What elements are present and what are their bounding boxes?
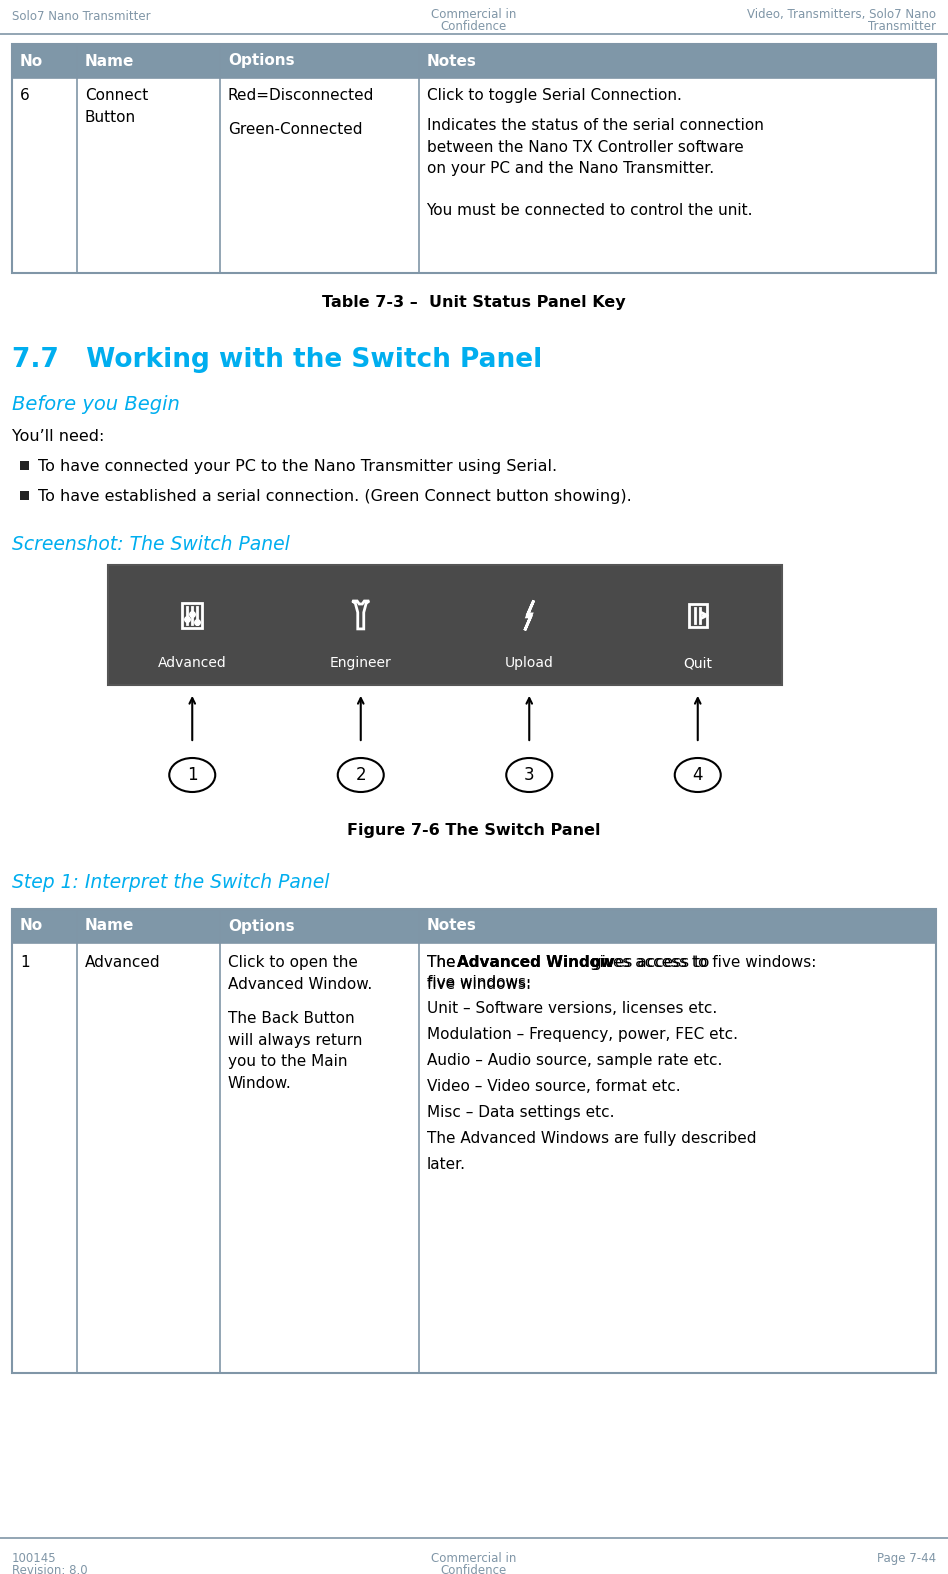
Text: 7.7   Working with the Switch Panel: 7.7 Working with the Switch Panel xyxy=(12,346,542,373)
Text: Revision: 8.0: Revision: 8.0 xyxy=(12,1565,87,1574)
Text: Step 1: Interpret the Switch Panel: Step 1: Interpret the Switch Panel xyxy=(12,874,330,892)
Bar xyxy=(12,910,936,943)
Text: You’ll need:: You’ll need: xyxy=(12,430,104,444)
Text: Engineer: Engineer xyxy=(330,656,392,671)
Text: Name: Name xyxy=(84,919,134,933)
Text: Confidence: Confidence xyxy=(441,1565,507,1574)
Bar xyxy=(12,44,936,272)
Text: later.: later. xyxy=(427,1157,465,1173)
Text: gives access to five windows:: gives access to five windows: xyxy=(585,955,816,970)
Text: 100145: 100145 xyxy=(12,1552,57,1565)
Text: Notes: Notes xyxy=(427,54,477,69)
Text: Options: Options xyxy=(228,919,295,933)
Bar xyxy=(12,79,936,272)
Bar xyxy=(688,603,707,628)
Text: The Advanced Windows are fully described: The Advanced Windows are fully described xyxy=(427,1132,757,1146)
Text: Audio – Audio source, sample rate etc.: Audio – Audio source, sample rate etc. xyxy=(427,1053,722,1069)
Text: Options: Options xyxy=(228,54,295,69)
Text: To have connected your PC to the Nano Transmitter using Serial.: To have connected your PC to the Nano Tr… xyxy=(38,460,557,474)
Text: Click to open the
Advanced Window.: Click to open the Advanced Window. xyxy=(228,955,373,992)
Text: Connect
Button: Connect Button xyxy=(84,88,148,126)
Text: Transmitter: Transmitter xyxy=(868,20,936,33)
Text: Solo7 Nano Transmitter: Solo7 Nano Transmitter xyxy=(12,9,151,24)
Text: Advanced: Advanced xyxy=(158,656,227,671)
Bar xyxy=(12,943,936,1373)
Text: Screenshot: The Switch Panel: Screenshot: The Switch Panel xyxy=(12,535,290,554)
Text: Video – Video source, format etc.: Video – Video source, format etc. xyxy=(427,1080,680,1094)
Bar xyxy=(182,603,202,628)
Text: Advanced Window: Advanced Window xyxy=(457,955,613,970)
Bar xyxy=(108,565,782,685)
Text: Quit: Quit xyxy=(684,656,712,671)
Text: Modulation – Frequency, power, FEC etc.: Modulation – Frequency, power, FEC etc. xyxy=(427,1026,738,1042)
Text: five windows:: five windows: xyxy=(427,977,531,992)
Text: Table 7-3 –  Unit Status Panel Key: Table 7-3 – Unit Status Panel Key xyxy=(322,294,626,310)
Text: Commercial in: Commercial in xyxy=(431,1552,517,1565)
Text: No: No xyxy=(20,919,43,933)
Text: gives access to: gives access to xyxy=(587,955,709,970)
Text: five windows:: five windows: xyxy=(427,974,531,990)
Text: 1: 1 xyxy=(20,955,29,970)
Text: To have established a serial connection. (Green Connect button showing).: To have established a serial connection.… xyxy=(38,490,631,504)
Text: No: No xyxy=(20,54,43,69)
Bar xyxy=(12,44,936,79)
Text: Name: Name xyxy=(84,54,134,69)
Text: 4: 4 xyxy=(692,767,703,784)
Ellipse shape xyxy=(675,759,720,792)
Text: Advanced: Advanced xyxy=(84,955,160,970)
Ellipse shape xyxy=(170,759,215,792)
Text: The Back Button
will always return
you to the Main
Window.: The Back Button will always return you t… xyxy=(228,1011,362,1091)
Text: Page 7-44: Page 7-44 xyxy=(877,1552,936,1565)
Text: Green-Connected: Green-Connected xyxy=(228,123,362,137)
Ellipse shape xyxy=(337,759,384,792)
Text: 3: 3 xyxy=(524,767,535,784)
Text: You must be connected to control the unit.: You must be connected to control the uni… xyxy=(427,203,753,219)
Text: 2: 2 xyxy=(356,767,366,784)
Bar xyxy=(12,910,936,1373)
Text: Notes: Notes xyxy=(427,919,477,933)
Text: Before you Begin: Before you Begin xyxy=(12,395,180,414)
Text: Figure 7-6 The Switch Panel: Figure 7-6 The Switch Panel xyxy=(347,823,601,837)
Bar xyxy=(20,491,29,501)
Text: 6: 6 xyxy=(20,88,29,102)
Text: Video, Transmitters, Solo7 Nano: Video, Transmitters, Solo7 Nano xyxy=(747,8,936,20)
Text: Indicates the status of the serial connection
between the Nano TX Controller sof: Indicates the status of the serial conne… xyxy=(427,118,763,176)
Text: 1: 1 xyxy=(187,767,197,784)
Text: The: The xyxy=(427,955,460,970)
Text: Click to toggle Serial Connection.: Click to toggle Serial Connection. xyxy=(427,88,682,102)
Text: Red=Disconnected: Red=Disconnected xyxy=(228,88,374,102)
Text: Unit – Software versions, licenses etc.: Unit – Software versions, licenses etc. xyxy=(427,1001,717,1015)
Text: Advanced Window: Advanced Window xyxy=(457,955,613,970)
Text: Misc – Data settings etc.: Misc – Data settings etc. xyxy=(427,1105,614,1121)
Text: Confidence: Confidence xyxy=(441,20,507,33)
Ellipse shape xyxy=(506,759,553,792)
Text: Commercial in: Commercial in xyxy=(431,8,517,20)
Text: Upload: Upload xyxy=(505,656,554,671)
Bar xyxy=(20,461,29,471)
Text: The: The xyxy=(427,955,460,970)
